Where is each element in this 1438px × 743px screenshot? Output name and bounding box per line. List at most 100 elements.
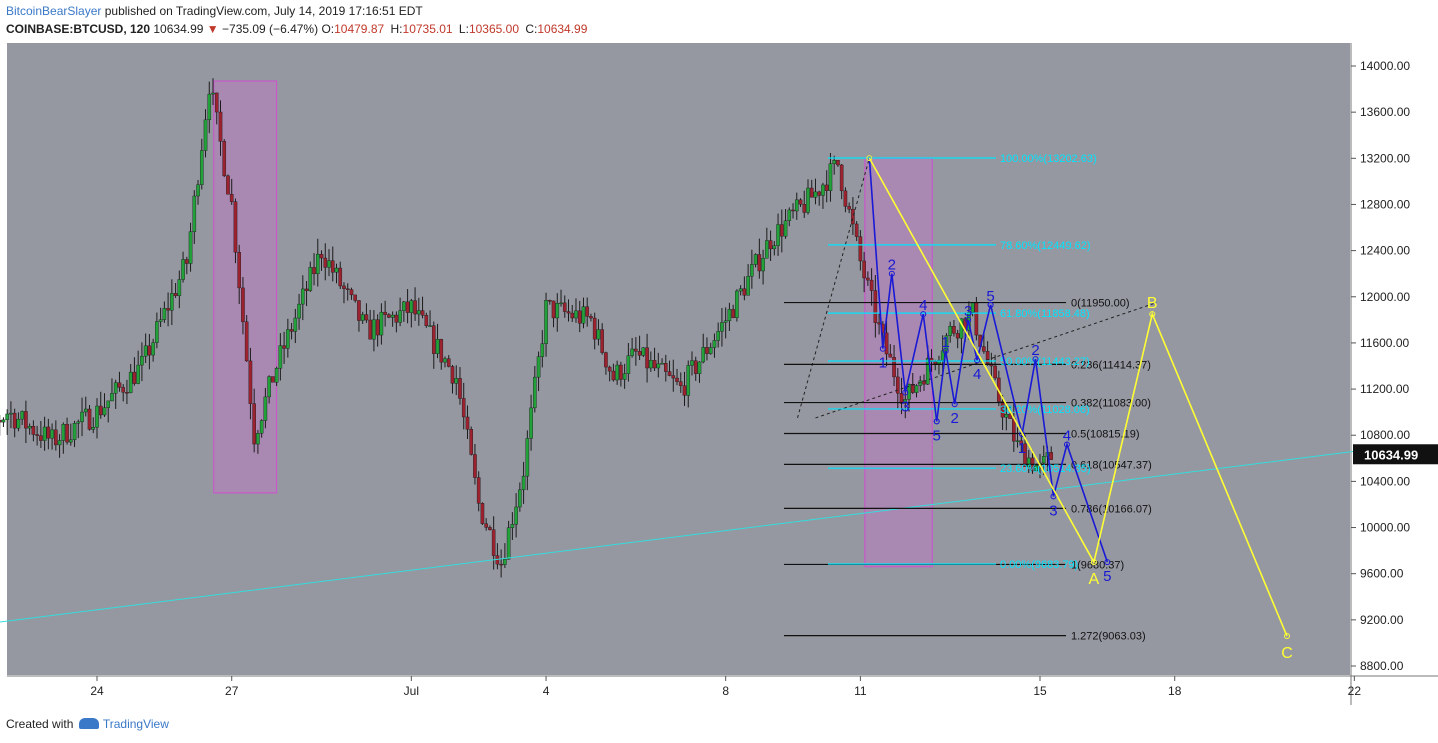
- candle-body: [1015, 440, 1020, 442]
- candle: [645, 333, 649, 383]
- candle-body: [656, 363, 661, 369]
- abc-wave-point[interactable]: [1283, 633, 1290, 639]
- minor-wave-1-line[interactable]: [868, 158, 938, 422]
- candle-body: [218, 111, 223, 142]
- abc-wave-line[interactable]: [868, 157, 1288, 637]
- minor-wave-2-point[interactable]: [974, 357, 981, 364]
- candle: [439, 338, 444, 370]
- candle: [259, 419, 264, 438]
- candle-body: [431, 325, 436, 354]
- candle: [390, 311, 395, 327]
- minor-wave-3-point[interactable]: [987, 301, 994, 308]
- candle-body: [720, 322, 724, 332]
- author-link[interactable]: BitcoinBearSlayer: [6, 4, 102, 18]
- candle: [866, 271, 870, 286]
- minor-wave-1-point[interactable]: [902, 389, 909, 396]
- minor-wave-2-line[interactable]: [935, 304, 992, 422]
- abc-wave-point[interactable]: [866, 155, 873, 162]
- candle-body: [933, 361, 938, 364]
- candle: [604, 351, 608, 375]
- candle: [9, 401, 13, 429]
- minor-wave-2-label: 2: [951, 410, 959, 427]
- candle: [663, 354, 668, 382]
- publish-info: BitcoinBearSlayer published on TradingVi…: [6, 4, 423, 18]
- trendline-layer[interactable]: [0, 157, 1355, 627]
- candle-body: [678, 381, 683, 386]
- candle: [843, 187, 848, 213]
- minor-wave-1-point[interactable]: [879, 345, 886, 352]
- candle-body: [113, 382, 118, 394]
- support-trendline[interactable]: [0, 450, 1355, 626]
- candle: [173, 282, 178, 298]
- candle: [454, 365, 459, 396]
- candle-body: [660, 363, 664, 365]
- minor-wave-3-label: 2: [1031, 342, 1039, 359]
- candle-body: [746, 276, 750, 296]
- candle-body: [708, 347, 713, 354]
- x-tick-label: Jul: [404, 684, 419, 698]
- minor-wave-3-point[interactable]: [1063, 441, 1070, 448]
- candle-body: [16, 418, 21, 429]
- minor-wave-1-point[interactable]: [888, 270, 895, 277]
- candle: [630, 337, 634, 358]
- candle-body: [697, 361, 702, 374]
- minor-wave-3-line[interactable]: [989, 304, 1109, 563]
- fib-extension-label: 0.236(11414.37): [1071, 359, 1151, 371]
- candle-body: [342, 285, 346, 289]
- candle: [65, 417, 69, 445]
- candle-body: [170, 293, 174, 311]
- minor-wave-3-label: 4: [1063, 427, 1071, 444]
- candle-body: [757, 254, 762, 272]
- y-tick-label: 13600.00: [1360, 105, 1410, 119]
- minor-wave-1-label: 4: [919, 297, 927, 314]
- minor-wave-1-point[interactable]: [920, 311, 927, 318]
- candle-body: [383, 311, 387, 315]
- candle: [286, 318, 290, 358]
- candle: [484, 518, 488, 531]
- candle-body: [499, 563, 503, 566]
- minor-wave-3-point[interactable]: [1050, 493, 1057, 500]
- candle: [705, 337, 709, 361]
- candle-body: [1034, 465, 1039, 472]
- minor-wave-3-point[interactable]: [1104, 559, 1111, 566]
- candle-body: [787, 209, 792, 221]
- minor-wave-3-point[interactable]: [1032, 356, 1039, 363]
- candle-body: [896, 376, 900, 394]
- candle: [218, 100, 223, 156]
- candle-body: [278, 345, 283, 369]
- highlight-box-2: [864, 157, 933, 568]
- minor-wave-2-point[interactable]: [965, 316, 972, 323]
- candle-body: [955, 333, 960, 339]
- abc-wave-point[interactable]: [1149, 311, 1156, 318]
- x-tick-label: 8: [722, 684, 729, 698]
- candle-body: [293, 317, 298, 332]
- candle: [402, 301, 406, 322]
- minor-wave-2-point[interactable]: [951, 401, 958, 408]
- candle: [349, 287, 354, 300]
- candle: [345, 283, 350, 301]
- fibonacci-layer[interactable]: 0(11950.00)0.236(11414.37)0.382(11083.00…: [784, 153, 1152, 643]
- candle-body: [929, 358, 934, 362]
- candle: [806, 179, 810, 215]
- candle: [559, 289, 563, 307]
- candle: [357, 300, 361, 332]
- candle-body: [162, 308, 167, 320]
- candle-body: [9, 412, 13, 415]
- candle: [1041, 445, 1046, 475]
- minor-wave-2-point[interactable]: [933, 418, 940, 425]
- abc-wave-point[interactable]: [1090, 559, 1097, 566]
- high-label: H:: [390, 22, 403, 36]
- tradingview-brand-link[interactable]: TradingView: [102, 717, 169, 731]
- minor-wave-2-point[interactable]: [942, 348, 949, 354]
- candle-body: [0, 420, 2, 423]
- candle-body: [925, 358, 930, 385]
- candle: [80, 397, 84, 437]
- candle-body: [420, 310, 425, 316]
- candle-body: [910, 384, 915, 393]
- candle-body: [375, 319, 380, 336]
- candle: [241, 277, 245, 335]
- current-price-label: 10634.99: [1364, 447, 1418, 462]
- candle: [91, 417, 96, 434]
